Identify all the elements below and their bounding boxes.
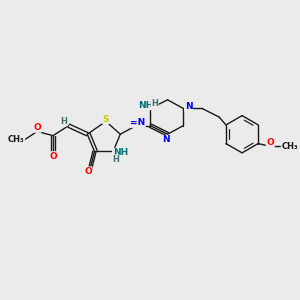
Text: S: S — [103, 115, 109, 124]
Text: O: O — [84, 167, 92, 176]
Text: H: H — [112, 155, 119, 164]
Text: =N: =N — [130, 118, 145, 127]
Text: O: O — [266, 139, 274, 148]
Text: N: N — [162, 136, 170, 145]
Text: CH₃: CH₃ — [281, 142, 298, 151]
Text: O: O — [33, 123, 41, 132]
Text: N: N — [185, 102, 192, 111]
Text: H: H — [60, 117, 67, 126]
Text: O: O — [49, 152, 57, 161]
Text: H: H — [151, 99, 158, 108]
Text: NH: NH — [113, 148, 128, 158]
Text: CH₃: CH₃ — [8, 136, 25, 145]
Text: NH: NH — [138, 100, 154, 109]
